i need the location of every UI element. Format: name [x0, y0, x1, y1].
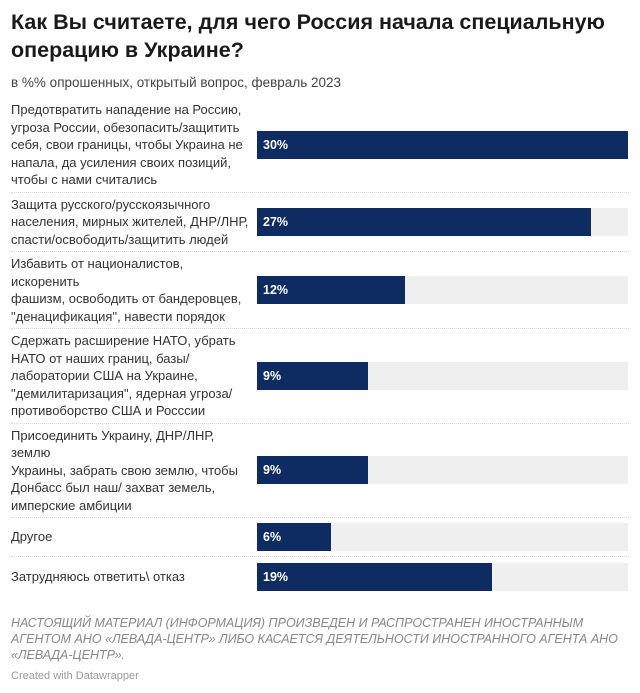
value-label: 30%	[263, 137, 289, 152]
category-label: Сдержать расширение НАТО, убрать НАТО от…	[11, 333, 236, 418]
category-label: Затрудняюсь ответить\ отказ	[11, 569, 185, 585]
value-label: 19%	[263, 570, 289, 584]
bar-row: Затрудняюсь ответить\ отказ 19%	[11, 557, 629, 597]
bar-track: 27%	[257, 207, 628, 236]
chart-title: Как Вы считаете, для чего Россия начала …	[11, 10, 605, 62]
bar	[257, 361, 369, 390]
category-label: Избавить от националистов, искоренить фа…	[11, 256, 242, 324]
bar	[257, 456, 369, 485]
bar-row: Другое 6%	[11, 518, 629, 557]
category-label: Предотвратить нападение на Россию, угроз…	[11, 102, 243, 187]
category-label: Присоединить Украину, ДНР/ЛНР, землю Укр…	[11, 427, 238, 513]
datawrapper-credit[interactable]: Created with Datawrapper	[11, 670, 139, 682]
bar-row: Присоединить Украину, ДНР/ЛНР, землю Укр…	[11, 424, 629, 518]
bar-row: Сдержать расширение НАТО, убрать НАТО от…	[11, 329, 629, 424]
bar	[257, 523, 332, 551]
foreign-agent-note: НАСТОЯЩИЙ МАТЕРИАЛ (ИНФОРМАЦИЯ) ПРОИЗВЕД…	[11, 616, 618, 662]
bar-row: Избавить от националистов, искоренить фа…	[11, 252, 629, 329]
bar-row: Предотвратить нападение на Россию, угроз…	[11, 98, 629, 193]
category-label: Другое	[11, 529, 53, 545]
bar-row: Защита русского/русскоязычного населения…	[11, 193, 629, 252]
category-label: Защита русского/русскоязычного населения…	[11, 196, 249, 247]
bar-chart: Предотвратить нападение на Россию, угроз…	[11, 98, 629, 597]
value-label: 9%	[263, 463, 282, 478]
value-label: 12%	[263, 283, 289, 297]
chart-subtitle: в %% опрошенных, открытый вопрос, феврал…	[11, 75, 342, 90]
bar-track: 6%	[257, 523, 628, 551]
bar-track: 9%	[257, 456, 628, 485]
bar-track: 19%	[257, 563, 628, 591]
value-label: 27%	[263, 214, 289, 229]
bar	[257, 276, 406, 304]
bar	[257, 207, 591, 236]
bar	[257, 130, 628, 159]
bar-track: 12%	[257, 276, 628, 304]
value-label: 6%	[263, 530, 282, 544]
value-label: 9%	[263, 368, 282, 383]
bar-track: 30%	[257, 130, 628, 159]
bar-track: 9%	[257, 361, 628, 390]
bar	[257, 563, 492, 591]
